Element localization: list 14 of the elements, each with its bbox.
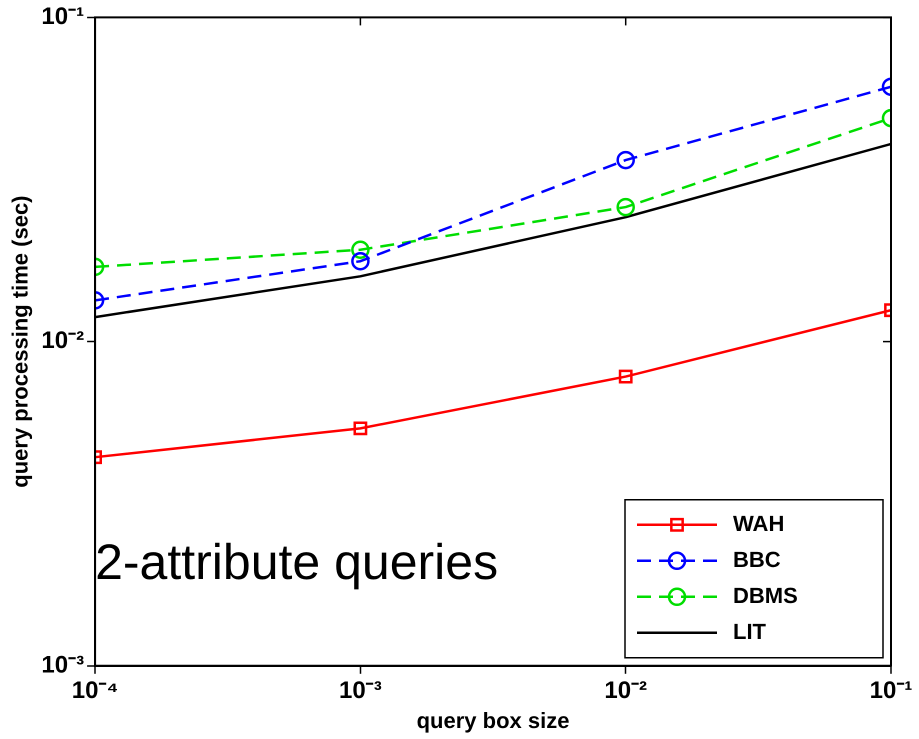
annotation: 2-attribute queries bbox=[95, 534, 498, 590]
y-tick-label: 10⁻³ bbox=[41, 651, 84, 678]
x-tick-label: 10⁻¹ bbox=[870, 676, 912, 704]
x-tick-label: 10⁻⁴ bbox=[72, 676, 118, 704]
x-tick-label: 10⁻³ bbox=[339, 676, 382, 704]
y-tick-label: 10⁻¹ bbox=[41, 3, 84, 30]
legend-label: WAH bbox=[733, 510, 784, 536]
y-axis-title: query processing time (sec) bbox=[7, 195, 32, 488]
legend-label: DBMS bbox=[733, 582, 798, 608]
legend-label: BBC bbox=[733, 546, 781, 572]
y-tick-label: 10⁻² bbox=[41, 327, 84, 354]
x-axis-title: query box size bbox=[416, 708, 570, 733]
legend-label: LIT bbox=[733, 618, 767, 644]
x-tick-label: 10⁻² bbox=[604, 676, 648, 704]
